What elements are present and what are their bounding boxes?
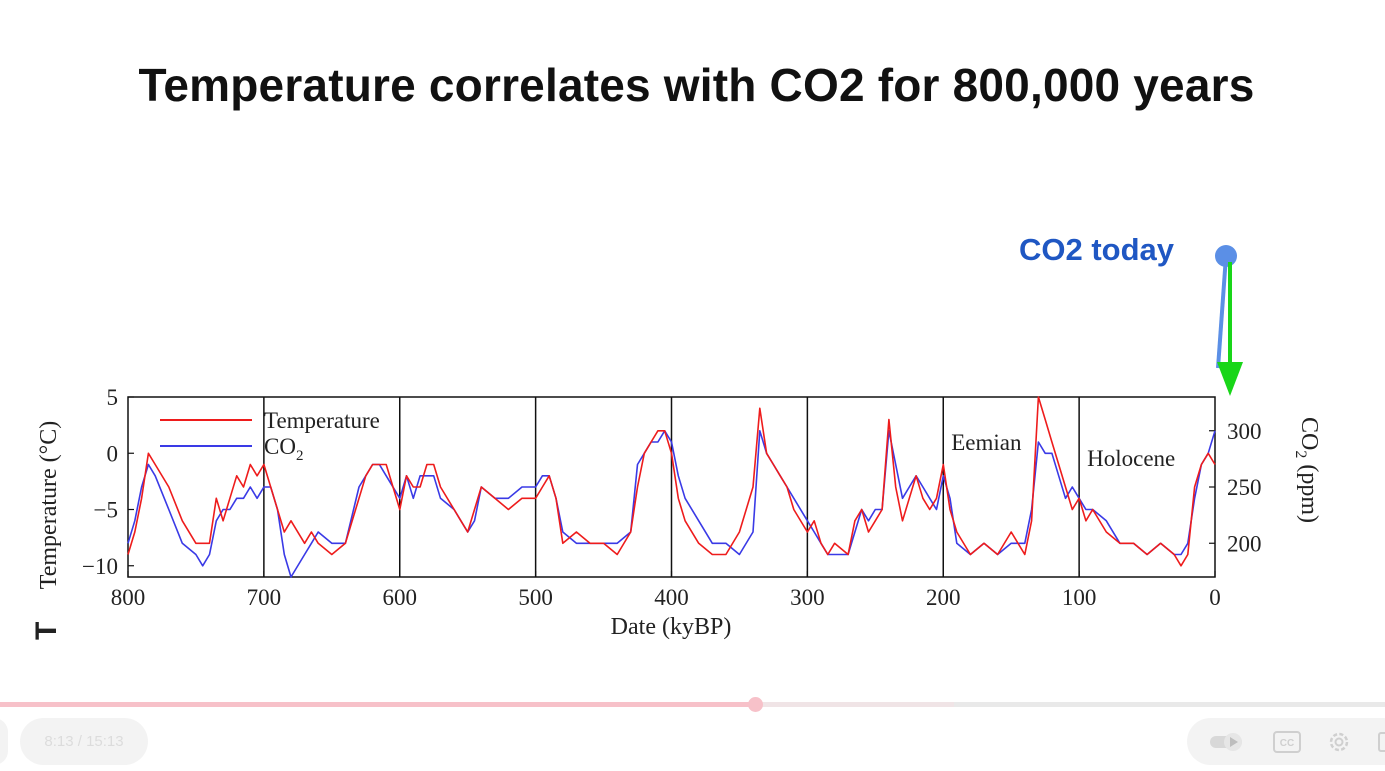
co2-today-arrow-head [1217, 362, 1243, 396]
play-button-pill[interactable] [0, 718, 8, 765]
time-display: 8:13 / 15:13 [20, 718, 148, 765]
co2-today-blue-line [1216, 255, 1228, 369]
legend-label-sub: 2 [296, 448, 304, 464]
slide-title: Temperature correlates with CO2 for 800,… [138, 59, 1255, 111]
svg-text:CC: CC [1280, 738, 1294, 749]
y-axis-label-right-main: CO [1296, 417, 1322, 450]
chart-annotation: Holocene [1087, 446, 1175, 471]
settings-button[interactable] [1317, 718, 1361, 765]
y-right-tick-label: 200 [1227, 531, 1262, 556]
y-right-tick-label: 300 [1227, 419, 1262, 444]
x-tick-label: 0 [1209, 585, 1221, 610]
x-tick-label: 800 [111, 585, 146, 610]
co2-today-dot [1215, 245, 1237, 267]
autoplay-toggle-icon [1210, 732, 1242, 751]
autoplay-toggle[interactable] [1197, 718, 1257, 765]
y-right-tick-label: 250 [1227, 475, 1262, 500]
captions-icon: CC [1273, 730, 1301, 753]
legend-label: CO2 [264, 434, 303, 464]
y-left-tick-label: 0 [107, 441, 119, 466]
co2-today-label: CO2 today [1019, 232, 1175, 267]
legend-label: Temperature [264, 408, 380, 433]
x-tick-label: 600 [383, 585, 418, 610]
x-tick-label: 200 [926, 585, 961, 610]
y-left-tick-label: 5 [107, 385, 119, 410]
legend-label-main: Temperature [264, 408, 380, 433]
progress-thumb[interactable] [747, 697, 763, 712]
x-axis-label: Date (kyBP) [611, 614, 732, 640]
series-line-temperature [127, 396, 1216, 567]
miniplayer-button[interactable] [1371, 718, 1385, 765]
x-tick-label: 400 [654, 585, 689, 610]
chart-annotation: Eemian [951, 430, 1022, 455]
legend-label-main: CO [264, 434, 296, 459]
captions-button[interactable]: CC [1265, 718, 1309, 765]
x-tick-label: 700 [247, 585, 282, 610]
chart: 5 0 −5 −10 300 250 200 800 700 600 500 400 300 200 10… [36, 245, 1322, 640]
y-left-tick-label: −5 [94, 498, 118, 523]
progress-bar[interactable] [0, 697, 1385, 712]
x-tick-label: 100 [1062, 585, 1097, 610]
progress-played [0, 702, 755, 707]
y-axis-label-right-sub: 2 [1292, 450, 1309, 458]
x-tick-label: 500 [518, 585, 553, 610]
miniplayer-icon [1378, 731, 1385, 752]
y-axis-label-right: CO2 (ppm) [1292, 417, 1322, 523]
x-tick-label: 300 [790, 585, 825, 610]
y-axis-label-left: Temperature (°C) [36, 421, 62, 590]
control-pill: CC [1187, 718, 1385, 765]
y-left-tick-label: −10 [82, 554, 118, 579]
gear-icon [1329, 732, 1349, 751]
